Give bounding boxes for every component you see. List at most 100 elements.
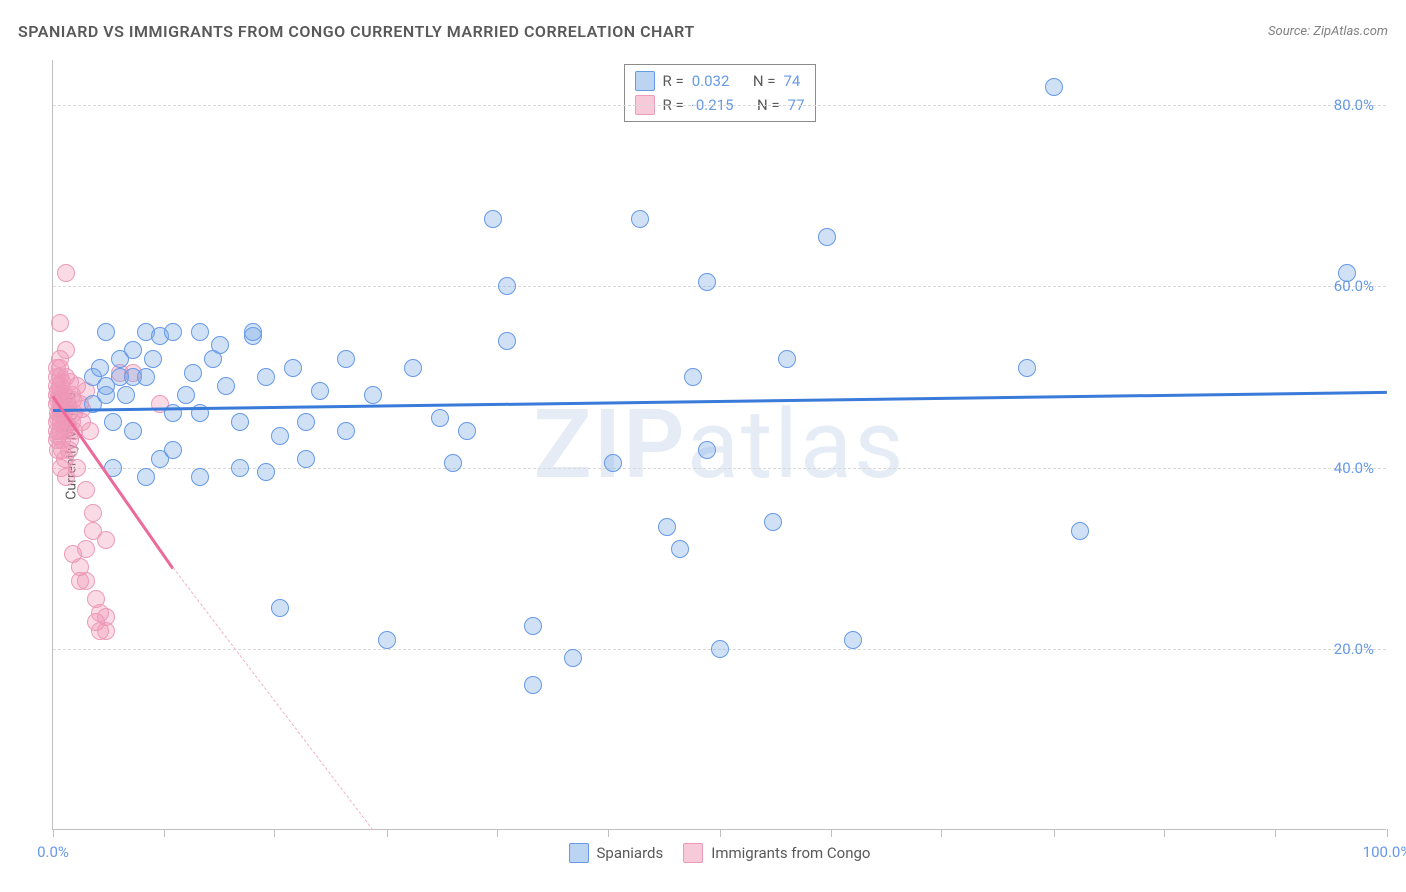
data-point-blue <box>104 413 122 431</box>
data-point-blue <box>711 640 729 658</box>
x-tick <box>1164 829 1165 837</box>
x-tick <box>720 829 721 837</box>
data-point-blue <box>297 413 315 431</box>
data-point-pink <box>68 459 86 477</box>
trendline-blue <box>53 391 1387 412</box>
data-point-blue <box>137 368 155 386</box>
x-tick <box>1275 829 1276 837</box>
data-point-blue <box>257 368 275 386</box>
data-point-blue <box>217 377 235 395</box>
gridline <box>53 105 1386 106</box>
legend-item-blue: Spaniards <box>569 843 664 863</box>
y-axis-label: 40.0% <box>1334 459 1374 477</box>
data-point-pink <box>57 264 75 282</box>
data-point-blue <box>844 631 862 649</box>
data-point-blue <box>191 323 209 341</box>
data-point-pink <box>57 341 75 359</box>
data-point-blue <box>164 323 182 341</box>
plot-area: ZIPatlas R = 0.032 N = 74 R = -0.215 N =… <box>52 60 1386 830</box>
swatch-blue <box>634 71 654 91</box>
data-point-blue <box>698 273 716 291</box>
correlation-legend: R = 0.032 N = 74 R = -0.215 N = 77 <box>623 64 815 122</box>
data-point-blue <box>164 441 182 459</box>
y-axis-label: 60.0% <box>1334 277 1374 295</box>
data-point-blue <box>271 599 289 617</box>
gridline <box>53 286 1386 287</box>
data-point-blue <box>311 382 329 400</box>
data-point-pink <box>77 481 95 499</box>
source-caption: Source: ZipAtlas.com <box>1268 24 1388 39</box>
data-point-blue <box>337 350 355 368</box>
data-point-blue <box>658 518 676 536</box>
data-point-blue <box>764 513 782 531</box>
data-point-blue <box>698 441 716 459</box>
data-point-blue <box>211 336 229 354</box>
x-tick <box>274 829 275 837</box>
data-point-blue <box>1045 78 1063 96</box>
watermark: ZIPatlas <box>533 389 905 501</box>
data-point-blue <box>191 468 209 486</box>
data-point-blue <box>117 386 135 404</box>
data-point-blue <box>137 468 155 486</box>
data-point-blue <box>444 454 462 472</box>
data-point-blue <box>604 454 622 472</box>
data-point-blue <box>244 323 262 341</box>
x-tick <box>164 829 165 837</box>
gridline <box>53 468 1386 469</box>
x-tick <box>1387 829 1388 837</box>
data-point-blue <box>231 459 249 477</box>
x-tick <box>53 829 54 837</box>
data-point-blue <box>337 422 355 440</box>
data-point-blue <box>177 386 195 404</box>
data-point-pink <box>77 540 95 558</box>
legend-row-blue: R = 0.032 N = 74 <box>634 69 804 93</box>
data-point-blue <box>364 386 382 404</box>
x-axis-label: 0.0% <box>37 843 69 861</box>
data-point-blue <box>378 631 396 649</box>
x-axis-label: 100.0% <box>1363 843 1406 861</box>
data-point-blue <box>564 649 582 667</box>
data-point-blue <box>257 463 275 481</box>
x-tick <box>387 829 388 837</box>
data-point-pink <box>97 531 115 549</box>
data-point-blue <box>97 323 115 341</box>
data-point-blue <box>498 332 516 350</box>
data-point-blue <box>458 422 476 440</box>
y-axis-label: 20.0% <box>1334 640 1374 658</box>
data-point-blue <box>671 540 689 558</box>
x-tick <box>1054 829 1055 837</box>
data-point-blue <box>1018 359 1036 377</box>
data-point-blue <box>271 427 289 445</box>
data-point-blue <box>144 350 162 368</box>
data-point-blue <box>484 210 502 228</box>
data-point-pink <box>97 622 115 640</box>
data-point-blue <box>524 676 542 694</box>
chart-title: SPANIARD VS IMMIGRANTS FROM CONGO CURREN… <box>18 22 695 41</box>
y-axis-label: 80.0% <box>1334 96 1374 114</box>
data-point-pink <box>84 504 102 522</box>
data-point-blue <box>297 450 315 468</box>
data-point-pink <box>77 572 95 590</box>
data-point-blue <box>684 368 702 386</box>
data-point-blue <box>404 359 422 377</box>
swatch-pink <box>683 843 703 863</box>
data-point-blue <box>818 228 836 246</box>
data-point-blue <box>1071 522 1089 540</box>
x-tick <box>941 829 942 837</box>
data-point-blue <box>778 350 796 368</box>
data-point-blue <box>284 359 302 377</box>
series-legend: Spaniards Immigrants from Congo <box>569 843 871 863</box>
data-point-blue <box>498 277 516 295</box>
data-point-blue <box>431 409 449 427</box>
x-tick <box>497 829 498 837</box>
legend-item-pink: Immigrants from Congo <box>683 843 870 863</box>
data-point-blue <box>231 413 249 431</box>
x-tick <box>608 829 609 837</box>
data-point-blue <box>524 617 542 635</box>
data-point-blue <box>97 386 115 404</box>
swatch-blue <box>569 843 589 863</box>
data-point-blue <box>184 364 202 382</box>
x-tick <box>831 829 832 837</box>
data-point-blue <box>91 359 109 377</box>
data-point-blue <box>1338 264 1356 282</box>
